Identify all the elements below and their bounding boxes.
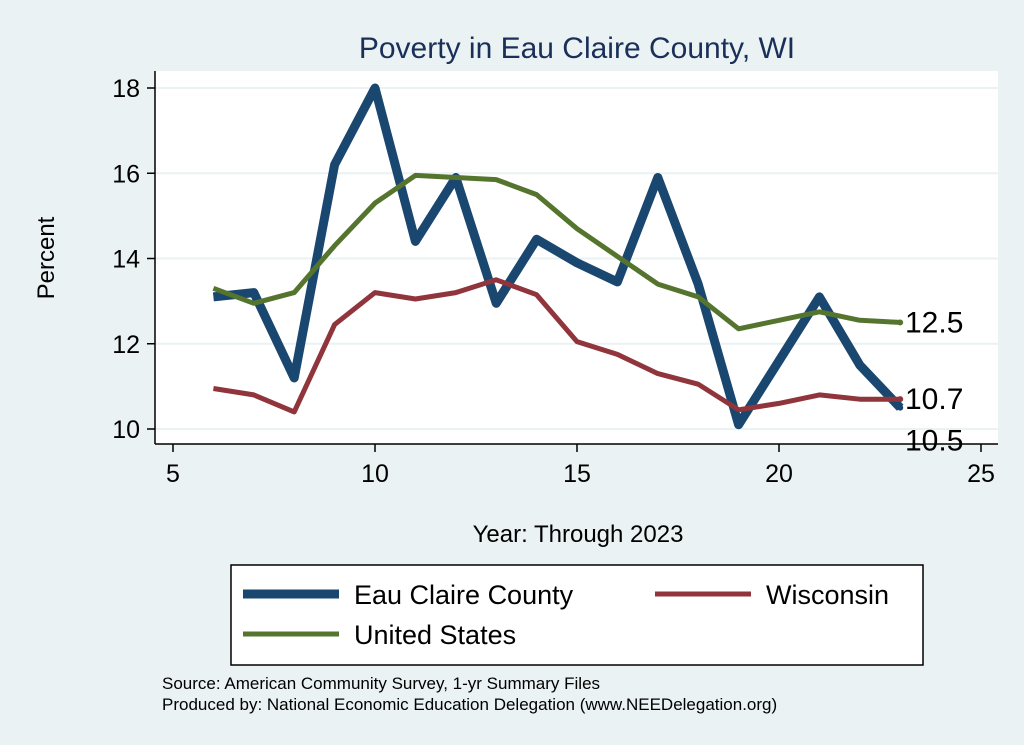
end-label-2: 12.5 <box>905 306 963 339</box>
axes: 10 12 14 16 18 5 10 15 20 25 <box>112 71 998 488</box>
legend-label-2: United States <box>354 620 516 650</box>
series-end-point-0 <box>897 404 904 411</box>
legend-box <box>230 564 924 666</box>
legend-label-0: Eau Claire County <box>354 580 574 610</box>
series-line-1 <box>213 277 901 415</box>
legend: Eau Claire County Wisconsin United States <box>230 564 924 666</box>
x-tick-label-0: 5 <box>166 460 180 488</box>
series-end-point-1 <box>897 396 904 403</box>
end-labels: 10.5 10.7 12.5 <box>905 306 963 457</box>
end-label-1: 10.7 <box>905 383 963 416</box>
y-tick-label-2: 14 <box>112 246 140 274</box>
chart-title: Poverty in Eau Claire County, WI <box>359 32 795 65</box>
y-tick-label-1: 12 <box>112 331 140 359</box>
x-tick-label-4: 25 <box>967 460 995 488</box>
x-tick-label-2: 15 <box>563 460 591 488</box>
producer-note: Produced by: National Economic Education… <box>162 695 777 714</box>
source-note: Source: American Community Survey, 1-yr … <box>162 674 600 693</box>
series-line-0 <box>212 83 904 430</box>
x-tick-label-1: 10 <box>361 460 389 488</box>
y-tick-label-4: 18 <box>112 75 140 103</box>
y-tick-label-0: 10 <box>112 416 140 444</box>
legend-label-1: Wisconsin <box>766 580 889 610</box>
end-label-0: 10.5 <box>905 425 963 458</box>
x-axis-label: Year: Through 2023 <box>473 521 684 548</box>
series-end-point-2 <box>897 319 904 326</box>
x-tick-label-3: 20 <box>765 460 793 488</box>
series-line-2 <box>212 172 901 332</box>
series-lines <box>212 83 904 430</box>
y-tick-label-3: 16 <box>112 160 140 188</box>
y-axis-label: Percent <box>33 216 60 299</box>
